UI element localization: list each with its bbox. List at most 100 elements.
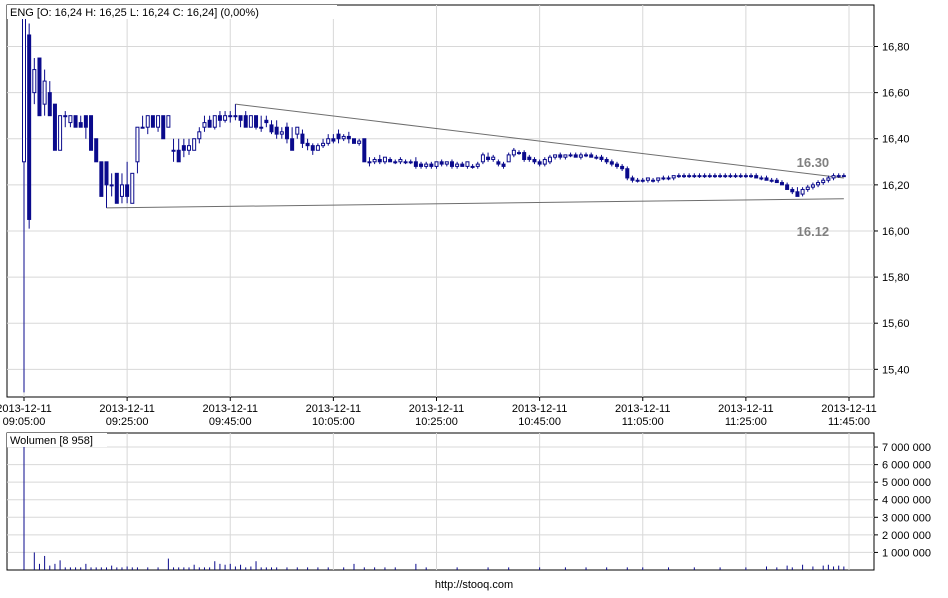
candle-body [496, 161, 501, 165]
volume-y-tick-label: 2 000 000 [882, 530, 931, 542]
candle [594, 154, 599, 160]
candle [37, 57, 42, 117]
candle-body [346, 135, 351, 140]
candle-body [63, 115, 68, 118]
candle [697, 173, 702, 178]
candle [321, 138, 326, 148]
candle-body [805, 186, 810, 190]
candle-body [444, 161, 449, 165]
candle [207, 115, 212, 128]
candle [671, 175, 676, 181]
candle-body [429, 163, 434, 167]
candle-body [661, 177, 666, 180]
candle [63, 111, 68, 128]
candle [774, 177, 779, 184]
candle-body [532, 158, 537, 163]
candle [645, 177, 650, 183]
volume-panel-title: Wolumen [8 958] [10, 435, 93, 447]
candle-body [295, 126, 300, 135]
candle [228, 111, 233, 123]
candle [58, 115, 63, 151]
candle [388, 157, 393, 163]
candle [656, 177, 661, 183]
candle-body [156, 115, 161, 128]
candle-body [161, 115, 166, 140]
x-tick-date: 2013-12-11 [821, 403, 876, 415]
volume-y-tick-label: 6 000 000 [882, 460, 931, 472]
candle [754, 173, 759, 179]
candle-body [176, 149, 181, 163]
candle-body [393, 161, 398, 164]
candle-body [537, 161, 542, 165]
volume-panel [6, 432, 875, 571]
candle-body [248, 115, 253, 128]
candle [429, 161, 434, 169]
volume-y-tick-label: 4 000 000 [882, 495, 931, 507]
candle-body [228, 115, 233, 118]
x-tick-date: 2013-12-11 [306, 403, 361, 415]
candle [393, 159, 398, 165]
price-panel-title: ENG [O: 16,24 H: 16,25 L: 16,24 C: 16,24… [10, 7, 259, 19]
x-tick-date: 2013-12-11 [203, 403, 258, 415]
candle-body [810, 184, 815, 188]
candle [831, 173, 836, 181]
x-tick-time: 09:45:00 [209, 416, 252, 428]
candle-body [682, 175, 686, 178]
candle [212, 115, 217, 130]
candle-body [568, 154, 573, 157]
candle-body [547, 156, 552, 163]
candle [676, 173, 681, 178]
candle [573, 152, 578, 158]
candle [470, 164, 475, 169]
volume-bars [23, 447, 845, 570]
candle [506, 152, 511, 163]
candle [563, 154, 568, 160]
price-candles [22, 11, 846, 393]
candle [73, 115, 78, 128]
candle [192, 138, 197, 151]
candle-body [419, 163, 424, 167]
candle-body [831, 175, 836, 179]
candle-body [125, 184, 130, 197]
candle-body [779, 182, 784, 186]
candle [491, 154, 496, 162]
candle [269, 120, 274, 135]
candle [166, 115, 171, 128]
candle-body [150, 115, 155, 128]
candle [32, 58, 37, 105]
candle-body [697, 175, 702, 178]
candle-body [73, 115, 78, 128]
candle-body [687, 175, 692, 178]
candle-body [434, 161, 439, 167]
candle-body [666, 177, 671, 180]
candle [800, 187, 805, 197]
candle-body [32, 69, 37, 94]
trendline [235, 103, 844, 179]
candle [537, 159, 542, 167]
candle [83, 115, 88, 139]
candle-body [269, 124, 274, 133]
x-tick-date: 2013-12-11 [0, 403, 52, 415]
candle-body [42, 80, 47, 105]
candle-body [511, 149, 516, 156]
candle [749, 173, 754, 178]
candle-body [398, 158, 403, 163]
candle [135, 126, 140, 174]
candle [486, 152, 491, 162]
candle-body [501, 163, 506, 167]
candle-body [284, 126, 289, 140]
candle [759, 175, 764, 181]
candle-body [573, 154, 578, 158]
candle-body [609, 161, 614, 165]
candle [119, 173, 124, 204]
candle-body [749, 175, 754, 178]
candle [480, 152, 485, 165]
candle [254, 115, 259, 130]
candle-body [109, 184, 114, 187]
candle [140, 115, 145, 129]
candle-body [723, 175, 728, 178]
candle-body [238, 115, 243, 121]
candle [264, 115, 269, 128]
price-trendlines [106, 103, 844, 209]
